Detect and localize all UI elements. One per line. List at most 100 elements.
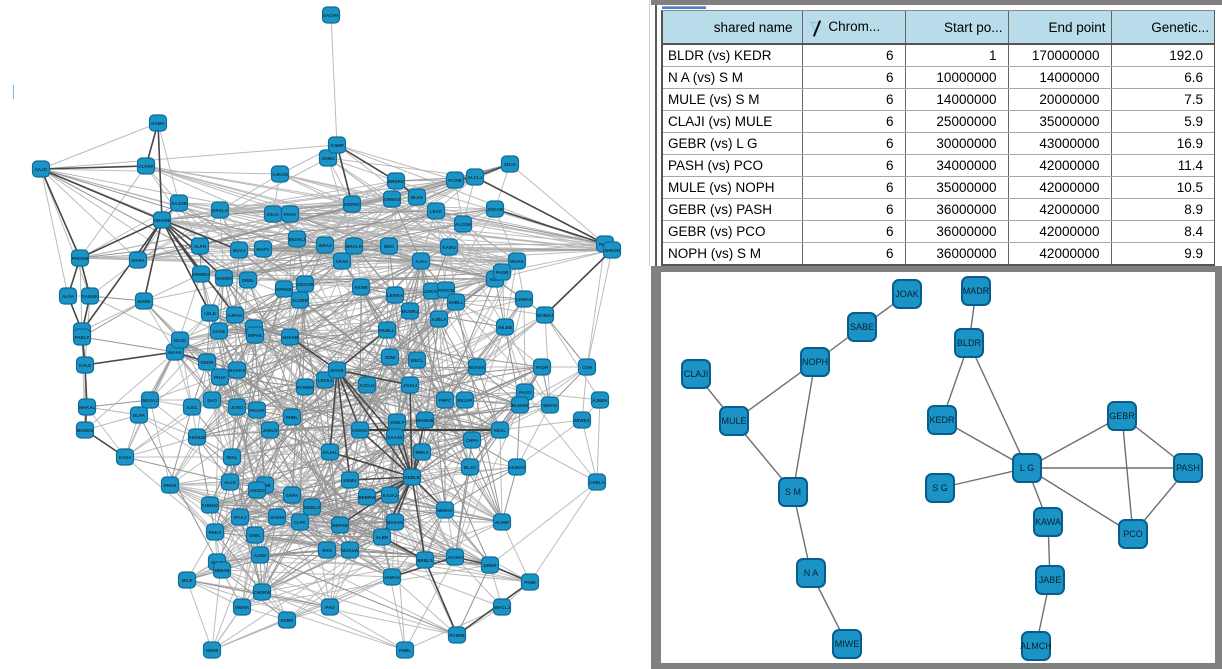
svg-text:S G: S G <box>932 483 948 493</box>
svg-text:PHBL: PHBL <box>286 415 299 420</box>
svg-text:JAKEO: JAKEO <box>249 488 265 493</box>
svg-text:ALPA: ALPA <box>62 294 75 299</box>
svg-text:MILEB: MILEB <box>498 325 513 330</box>
svg-text:JABE: JABE <box>1039 575 1062 585</box>
svg-text:JOAK: JOAK <box>895 289 919 299</box>
svg-text:PAJO: PAJO <box>519 390 531 395</box>
svg-text:KAJAJ: KAJAJ <box>383 493 398 498</box>
svg-text:PCWEK: PCWEK <box>297 385 315 390</box>
svg-text:CHSHC: CHSHC <box>352 428 369 433</box>
svg-text:MIWE: MIWE <box>835 639 860 649</box>
svg-text:AKKAB: AKKAB <box>282 335 299 340</box>
svg-text:BRBLS: BRBLS <box>417 558 433 563</box>
svg-text:PCWE: PCWE <box>448 178 462 183</box>
svg-text:AJBEK: AJBEK <box>592 398 608 403</box>
svg-text:JOJAJ: JOJAJ <box>403 383 418 388</box>
svg-text:MILE: MILE <box>182 578 193 583</box>
svg-text:MIPAK: MIPAK <box>248 333 263 338</box>
svg-text:BEPAB: BEPAB <box>332 523 348 528</box>
svg-text:MAPC: MAPC <box>256 247 270 252</box>
svg-text:PCAJ: PCAJ <box>234 515 247 520</box>
svg-text:MUALW: MUALW <box>342 548 360 553</box>
svg-text:LELE: LELE <box>204 311 216 316</box>
svg-text:JOBLP: JOBLP <box>389 420 404 425</box>
svg-text:KEMU: KEMU <box>343 478 356 483</box>
svg-text:KAMU: KAMU <box>442 245 456 250</box>
svg-text:SAJO: SAJO <box>35 167 48 172</box>
svg-text:PCO: PCO <box>1123 529 1143 539</box>
svg-text:NOPH: NOPH <box>802 357 828 367</box>
svg-text:KEBR: KEBR <box>281 618 295 623</box>
svg-text:CLPC: CLPC <box>294 520 307 525</box>
svg-text:AJKAN: AJKAN <box>272 172 288 177</box>
svg-text:LEKEJ: LEKEJ <box>318 378 333 383</box>
svg-text:BLPA: BLPA <box>133 413 146 418</box>
svg-text:SAMUK: SAMUK <box>82 294 99 299</box>
svg-text:MADR: MADR <box>963 286 990 296</box>
svg-text:BLKE: BLKE <box>411 195 423 200</box>
svg-text:PHMI: PHMI <box>524 580 535 585</box>
svg-text:AKMUB: AKMUB <box>189 435 206 440</box>
svg-text:MIWES: MIWES <box>574 418 589 423</box>
svg-text:BEBRW: BEBRW <box>359 495 377 500</box>
svg-text:AKWE: AKWE <box>354 285 368 290</box>
svg-text:JASHA: JASHA <box>269 515 285 520</box>
svg-text:BEO: BEO <box>384 244 394 249</box>
svg-text:WEAJ: WEAJ <box>318 243 331 248</box>
svg-text:AJAJ: AJAJ <box>415 259 427 264</box>
svg-text:SABE: SABE <box>850 322 874 332</box>
svg-text:PHJAK: PHJAK <box>249 408 265 413</box>
svg-text:JABLN: JABLN <box>262 428 277 433</box>
svg-text:MUNOS: MUNOS <box>77 428 94 433</box>
svg-text:KAMA: KAMA <box>151 121 165 126</box>
svg-text:MAKAK: MAKAK <box>387 520 404 525</box>
svg-text:MAKE: MAKE <box>330 368 343 373</box>
svg-text:NOMAJ: NOMAJ <box>537 313 554 318</box>
svg-text:AKDRS: AKDRS <box>216 276 232 281</box>
svg-text:SAPA: SAPA <box>286 493 299 498</box>
svg-text:PHKA: PHKA <box>209 530 223 535</box>
svg-text:PASH: PASH <box>1176 463 1200 473</box>
svg-text:WAPA: WAPA <box>131 258 145 263</box>
svg-text:MUAJ: MUAJ <box>233 248 246 253</box>
svg-text:PHCHM: PHCHM <box>72 256 89 261</box>
svg-text:ALLE: ALLE <box>224 480 236 485</box>
svg-text:PHPC: PHPC <box>439 398 452 403</box>
svg-text:NOJO: NOJO <box>174 338 187 343</box>
svg-text:OSH: OSH <box>582 365 592 370</box>
svg-text:NOAKK: NOAKK <box>469 365 486 370</box>
svg-text:SAAJD: SAAJD <box>387 435 403 440</box>
svg-text:PHBL: PHBL <box>399 648 412 653</box>
svg-text:SHBLL: SHBLL <box>449 300 464 305</box>
svg-text:KAWA: KAWA <box>1035 517 1061 527</box>
svg-text:SAJAL: SAJAL <box>323 450 338 455</box>
svg-text:SHO: SHO <box>322 548 332 553</box>
svg-text:AKAK: AKAK <box>336 259 350 264</box>
svg-text:JOKAB: JOKAB <box>424 289 441 294</box>
svg-text:LEWEA: LEWEA <box>387 293 404 298</box>
svg-text:ALMIP: ALMIP <box>495 520 509 525</box>
svg-text:JOMU: JOMU <box>321 156 334 161</box>
svg-text:PASA: PASA <box>284 212 297 217</box>
svg-text:KALE: KALE <box>79 363 91 368</box>
svg-text:PAO: PAO <box>325 605 335 610</box>
svg-text:PCPCM: PCPCM <box>438 288 455 293</box>
svg-text:KASA: KASA <box>119 455 133 460</box>
svg-text:BLJO: BLJO <box>464 465 477 470</box>
svg-text:ALOBR: ALOBR <box>292 298 309 303</box>
svg-text:AJCL: AJCL <box>186 405 198 410</box>
svg-text:LEMAS: LEMAS <box>516 297 532 302</box>
svg-text:MUAKJ: MUAKJ <box>289 237 305 242</box>
svg-text:MUJAJ: MUJAJ <box>142 398 158 403</box>
svg-text:CHPA: CHPA <box>466 438 479 443</box>
svg-text:BRKA: BRKA <box>416 450 430 455</box>
svg-text:PAGE: PAGE <box>496 270 508 275</box>
svg-text:GEDR: GEDR <box>200 360 214 365</box>
svg-text:AJPAK: AJPAK <box>228 313 244 318</box>
svg-text:DRDR: DRDR <box>484 563 498 568</box>
svg-text:LEAK: LEAK <box>430 209 443 214</box>
svg-text:BRDRK: BRDRK <box>388 179 405 184</box>
svg-text:PABLP: PABLP <box>75 335 90 340</box>
svg-text:GEBLB: GEBLB <box>404 475 421 480</box>
svg-text:PHJA: PHJA <box>214 375 227 380</box>
